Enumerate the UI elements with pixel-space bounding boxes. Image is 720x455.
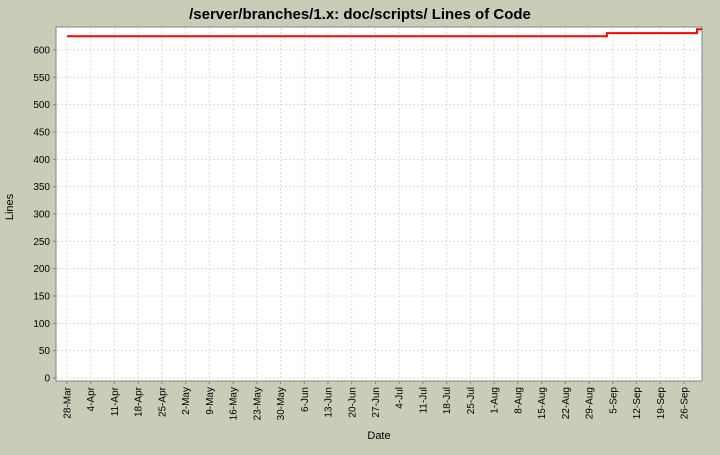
x-tick-label: 4-Apr — [86, 386, 97, 411]
x-tick-label: 23-May — [252, 387, 263, 420]
x-tick-label: 20-Jun — [347, 387, 358, 418]
x-tick-label: 13-Jun — [324, 387, 335, 418]
y-tick-label: 100 — [33, 319, 50, 330]
y-tick-label: 50 — [39, 346, 51, 357]
x-tick-label: 12-Sep — [632, 387, 643, 420]
x-tick-label: 30-May — [276, 387, 287, 420]
y-tick-label: 0 — [44, 374, 50, 385]
gridlines — [57, 28, 701, 380]
x-axis-title: Date — [367, 430, 390, 442]
y-tick-label: 250 — [33, 237, 50, 248]
x-tick-label: 26-Sep — [679, 387, 690, 420]
y-tick-label: 400 — [33, 155, 50, 166]
x-tick-label: 27-Jun — [371, 387, 382, 418]
x-tick-label: 8-Aug — [513, 387, 524, 414]
y-tick-label: 200 — [33, 264, 50, 275]
x-tick-label: 29-Aug — [585, 387, 596, 419]
x-tick-label: 11-Apr — [110, 386, 121, 416]
y-axis-title: Lines — [4, 193, 16, 220]
x-tick-label: 25-Apr — [157, 386, 168, 417]
x-tick-label: 5-Sep — [608, 387, 619, 414]
x-tick-label: 28-Mar — [63, 386, 74, 418]
y-tick-label: 350 — [33, 182, 50, 193]
x-tick-label: 1-Aug — [490, 387, 501, 414]
y-tick-label: 450 — [33, 127, 50, 138]
x-tick-label: 16-May — [229, 387, 240, 420]
x-tick-label: 19-Sep — [656, 387, 667, 420]
y-tick-label: 500 — [33, 100, 50, 111]
y-tick-label: 300 — [33, 209, 50, 220]
x-tick-label: 2-May — [181, 387, 192, 415]
x-tick-label: 18-Apr — [134, 386, 145, 417]
y-tick-label: 600 — [33, 45, 50, 56]
y-tick-labels: 0 50 100 150 200 250 300 350 400 450 500 550 600 — [33, 45, 50, 384]
x-tick-label: 15-Aug — [537, 387, 548, 419]
x-tick-label: 25-Jul — [466, 387, 477, 414]
y-tick-label: 150 — [33, 291, 50, 302]
x-tick-label: 18-Jul — [442, 387, 453, 414]
data-series — [67, 28, 702, 38]
x-tick-label: 9-May — [205, 387, 216, 415]
x-tick-label: 22-Aug — [561, 387, 572, 419]
chart-title: /server/branches/1.x: doc/scripts/ Lines… — [189, 6, 531, 23]
loc-series-line — [67, 28, 702, 38]
plot-area — [55, 26, 703, 382]
axis-ticks — [53, 49, 685, 384]
x-tick-label: 4-Jul — [395, 387, 406, 409]
y-tick-label: 550 — [33, 73, 50, 84]
x-tick-labels: 28-Mar 4-Apr 11-Apr 18-Apr 25-Apr 2-May 9-May 1… — [63, 386, 691, 420]
x-tick-label: 11-Jul — [418, 387, 429, 414]
x-tick-label: 6-Jun — [300, 387, 311, 412]
